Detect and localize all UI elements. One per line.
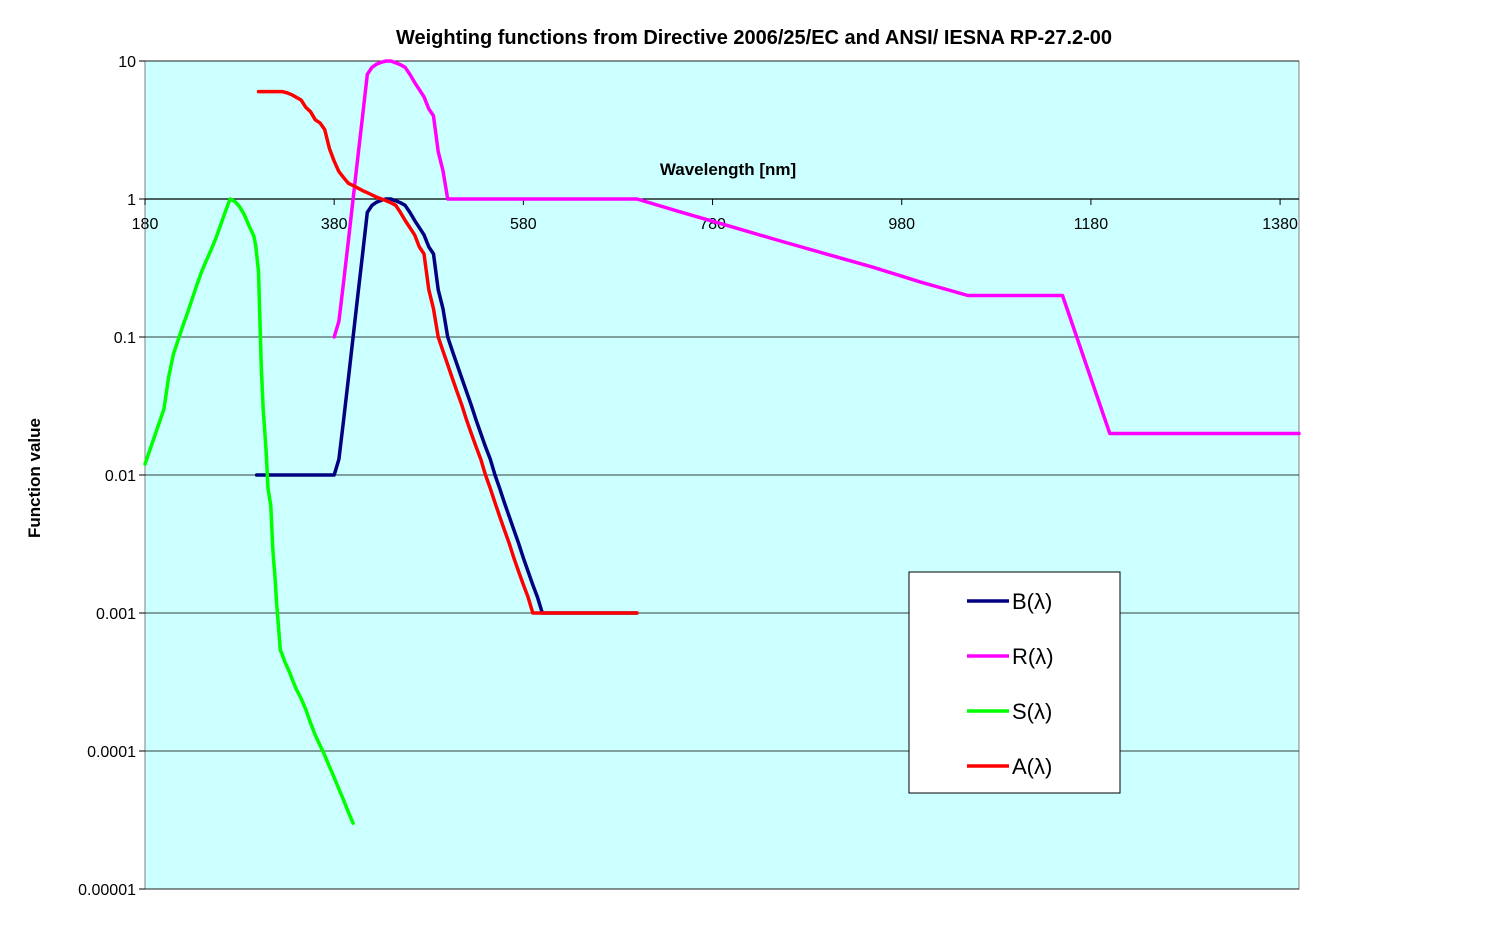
- legend-items: B(λ) R(λ) S(λ) A(λ): [967, 589, 1054, 779]
- y-tick-label: 0.1: [114, 330, 136, 347]
- chart-title: Weighting functions from Directive 2006/…: [396, 27, 1112, 49]
- y-tick-label: 0.001: [96, 606, 136, 623]
- y-tick-label: 0.01: [105, 468, 136, 485]
- x-tick-label: 180: [132, 216, 159, 233]
- x-axis-ticks: 180 380 580 780 980 1180 1380: [132, 199, 1298, 233]
- legend-box: [908, 571, 1121, 794]
- y-tick-label: 0.0001: [87, 744, 136, 761]
- x-tick-label: 1180: [1074, 216, 1109, 233]
- x-tick-label: 980: [888, 216, 915, 233]
- series-lines: [143, 59, 1301, 825]
- legend-label-b: B(λ): [1012, 589, 1052, 614]
- y-tick-label: 0.00001: [78, 882, 136, 899]
- legend-label-a: A(λ): [1012, 754, 1052, 779]
- legend: B(λ) R(λ) S(λ) A(λ): [908, 571, 1121, 794]
- y-axis-title: Function value: [25, 418, 44, 538]
- series-line-b: [254, 197, 639, 615]
- series-line-r: [332, 59, 1301, 436]
- legend-label-r: R(λ): [1012, 644, 1054, 669]
- y-tick-label: 10: [118, 54, 136, 71]
- series-line-s: [143, 197, 355, 825]
- y-tick-label: 1: [127, 192, 136, 209]
- x-tick-label: 380: [321, 216, 348, 233]
- legend-label-s: S(λ): [1012, 699, 1052, 724]
- x-tick-label: 580: [510, 216, 537, 233]
- series-line-a: [256, 89, 639, 615]
- y-axis-ticks: 10 1 0.1 0.01 0.001 0.0001 0.00001: [78, 54, 145, 899]
- x-axis-title: Wavelength [nm]: [660, 160, 796, 179]
- x-tick-label: 1380: [1262, 216, 1298, 233]
